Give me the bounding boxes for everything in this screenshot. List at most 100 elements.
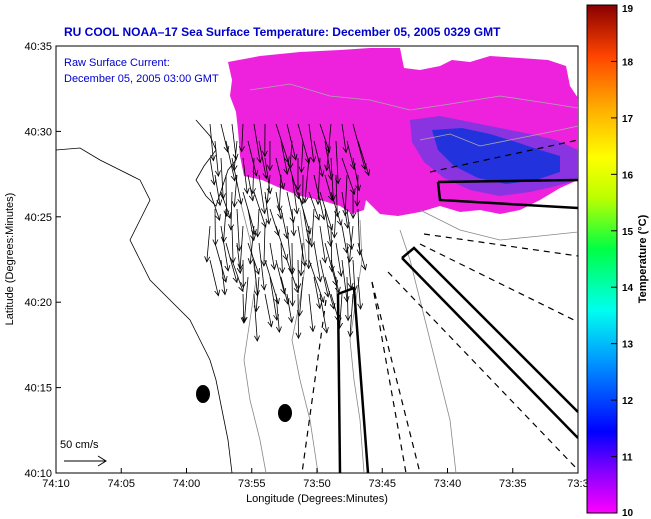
x-tick-label: 74:00 [173,478,201,490]
current-vector [279,242,286,274]
dashed-tracks [301,139,578,473]
colorbar-tick-label: 18 [622,57,634,68]
current-vector [220,225,231,272]
y-tick-label: 40:10 [24,468,52,480]
depth-contour [419,209,578,241]
current-vector [308,191,320,221]
current-vector [313,174,326,221]
current-vector [247,242,260,275]
current-vector [341,157,356,195]
y-tick-label: 40:20 [24,297,52,309]
colorbar-tick-label: 14 [622,283,634,294]
map-layer [56,48,578,473]
x-tick-label: 73:50 [303,478,331,490]
current-vector [319,191,334,231]
current-vector [253,293,260,342]
current-vector [324,140,334,181]
current-vector [347,293,354,338]
current-vector [319,225,328,264]
x-tick-label: 73:55 [238,478,266,490]
colorbar-tick-label: 16 [622,170,634,181]
current-vector [209,157,217,186]
current-vector [324,123,332,172]
current-vector [341,259,350,303]
survey-box-east [436,178,578,210]
current-vector [313,140,325,178]
depth-contour [349,219,365,473]
current-vector [269,242,277,271]
current-vector [357,276,364,310]
current-vector [204,225,211,263]
current-vector [228,191,235,231]
x-tick-label: 73:40 [434,478,462,490]
current-vector [354,174,361,207]
current-vector [331,208,338,239]
current-vector [269,208,280,237]
current-vectors [204,123,370,342]
colorbar-tick-label: 11 [622,453,633,464]
current-vector [345,276,351,322]
current-vector [254,208,261,238]
current-vector [238,123,245,153]
current-vector [280,276,290,305]
depth-contour [419,125,578,147]
x-tick-label: 74:10 [42,478,70,490]
current-vector [335,242,344,278]
current-vector [346,140,356,170]
current-vector [324,276,336,310]
current-vector [286,293,294,324]
x-tick-label: 74:05 [107,478,135,490]
current-vector [308,123,317,163]
current-vector [302,157,310,204]
current-vector [275,259,287,295]
current-vector [297,225,307,267]
current-vector [298,140,305,174]
current-vector [286,157,301,200]
current-vector [231,174,238,208]
colorbar-tick-label: 10 [622,508,634,519]
y-axis-label: Latitude (Degrees:Minutes) [4,193,16,326]
current-vector [214,140,221,178]
current-vector [240,293,247,324]
current-vector [209,123,216,162]
annotation-line-1: Raw Surface Current: [64,57,170,69]
x-tick-label: 73:3 [567,478,588,490]
colorbar-label: Temperature (°C) [637,214,649,303]
colorbar-tick-label: 19 [622,4,634,15]
current-vector [247,140,259,177]
current-vector [289,276,296,307]
colorbar-tick-label: 17 [622,114,634,125]
current-vector [341,123,349,154]
current-vector [351,259,358,292]
current-vector [231,140,238,172]
current-vector [295,259,302,290]
current-vector [324,174,334,202]
survey-box-diagonal [401,246,578,439]
current-vector [308,293,316,333]
y-tick-label: 40:15 [24,383,52,395]
current-vector [295,158,301,191]
current-vector [264,293,274,328]
y-tick-label: 40:35 [24,41,52,53]
current-vector [350,191,357,220]
colorbar-tick-label: 15 [622,227,634,238]
sst-cold-core [432,128,560,184]
y-tick-label: 40:30 [24,126,52,138]
mooring-marker [196,385,210,403]
current-vector [280,140,290,176]
current-vector [275,293,282,334]
current-vector [290,208,297,237]
current-vector [324,208,333,248]
current-vector [220,259,228,296]
colorbar-tick-labels: 10 11 12 13 14 15 16 17 18 19 [611,4,634,519]
current-vector [275,157,286,190]
mooring-marker [278,404,292,422]
x-axis-label: Longitude (Degrees:Minutes) [246,493,388,505]
x-tick-labels: 74:10 74:05 74:00 73:55 73:50 73:45 73:40 73:35… [42,468,589,490]
current-vector [209,259,221,297]
current-vector [240,259,247,289]
current-vector [247,225,255,265]
colorbar-tick-label: 13 [622,340,634,351]
current-vector [297,123,311,165]
